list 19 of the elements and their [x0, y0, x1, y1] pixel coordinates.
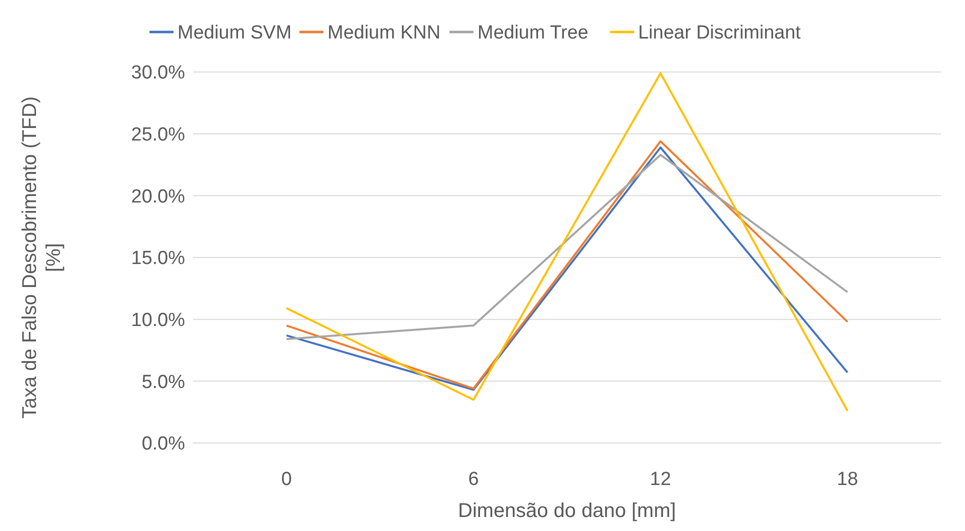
legend-label: Medium SVM	[178, 22, 292, 44]
y-tick-label: 0.0%	[142, 434, 186, 455]
y-tick-label: 25.0%	[131, 124, 186, 146]
y-tick-label: 10.0%	[131, 310, 186, 331]
x-tick-label: 6	[468, 469, 479, 490]
y-tick-label: 20.0%	[131, 186, 186, 208]
y-tick-label: 15.0%	[131, 248, 186, 270]
y-axis-title: Taxa de Falso Descobrimento (TFD) [%]	[19, 96, 65, 419]
legend-label: Medium KNN	[328, 22, 440, 44]
x-tick-label: 18	[836, 469, 858, 490]
x-axis-title: Dimensão do dano [mm]	[458, 500, 676, 522]
y-tick-label: 30.0%	[131, 62, 186, 84]
legend-label: Medium Tree	[478, 22, 588, 44]
legend-label: Linear Discriminant	[638, 22, 802, 44]
x-tick-label: 12	[650, 469, 672, 490]
line-series	[286, 72, 848, 412]
line-series	[286, 154, 848, 340]
y-tick-label: 5.0%	[142, 372, 186, 393]
x-tick-label: 0	[281, 469, 292, 490]
